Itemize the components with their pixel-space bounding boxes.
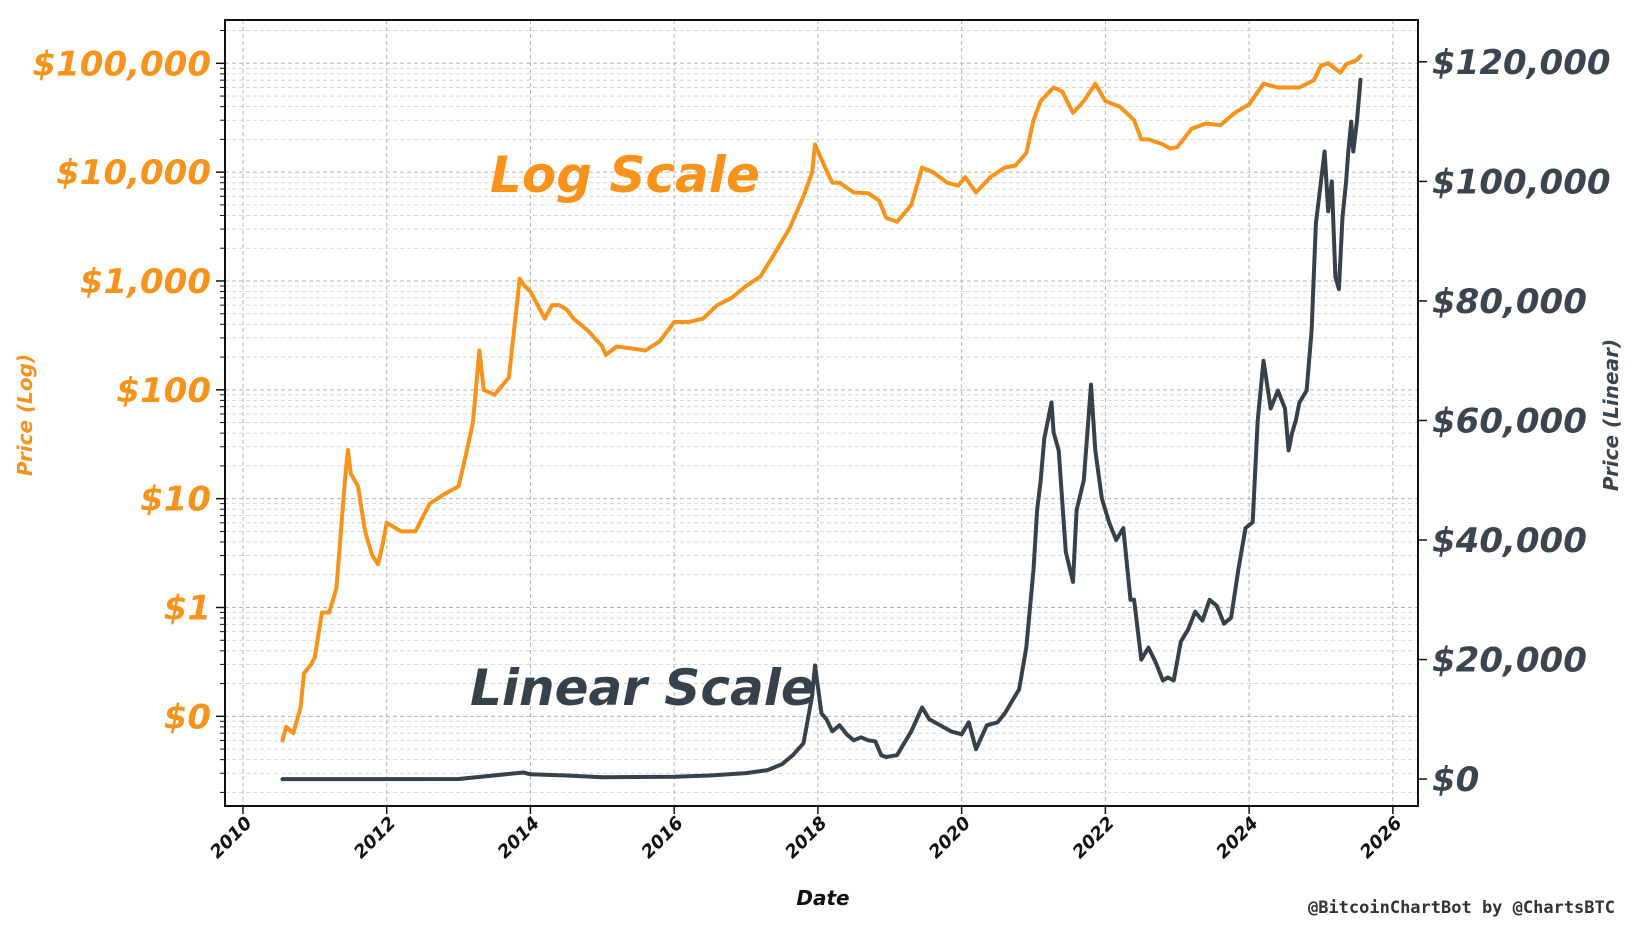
right-tick-label: $80,000: [1432, 282, 1587, 322]
right-tick-label: $20,000: [1432, 641, 1587, 681]
grid-minor-lines: [225, 30, 1418, 793]
left-axis-ticks: $0 $1 $10 $100 $1,000 $10,000 $100,000: [32, 30, 225, 793]
right-tick-label: $120,000: [1432, 43, 1611, 83]
left-axis-title: Price (Log): [13, 354, 37, 476]
linear-scale-annotation: Linear Scale: [470, 659, 815, 717]
linear-price-line: [280, 77, 1363, 782]
series-layer: [280, 53, 1363, 782]
log-price-line: [280, 53, 1363, 743]
left-tick-label: $100,000: [32, 44, 211, 84]
left-tick-label: $1,000: [80, 262, 211, 302]
right-tick-label: $60,000: [1432, 401, 1587, 441]
x-axis-title: Date: [796, 886, 849, 910]
right-axis-ticks: $0 $20,000 $40,000 $60,000 $80,000 $100,000 $1…: [1418, 43, 1611, 800]
left-tick-label: $10,000: [56, 153, 211, 193]
left-tick-label: $100: [116, 371, 211, 411]
left-tick-label: $10: [140, 480, 211, 520]
right-tick-label: $100,000: [1432, 162, 1611, 202]
left-tick-label: $0: [164, 697, 211, 737]
right-tick-label: $0: [1432, 760, 1479, 800]
credit-text: @BitcoinChartBot by @ChartsBTC: [1308, 898, 1615, 918]
log-scale-annotation: Log Scale: [490, 146, 760, 204]
left-tick-label: $1: [164, 588, 211, 628]
right-tick-label: $40,000: [1432, 521, 1587, 561]
plot-frame: [224, 19, 1419, 807]
right-axis-title: Price (Linear): [1599, 339, 1623, 491]
